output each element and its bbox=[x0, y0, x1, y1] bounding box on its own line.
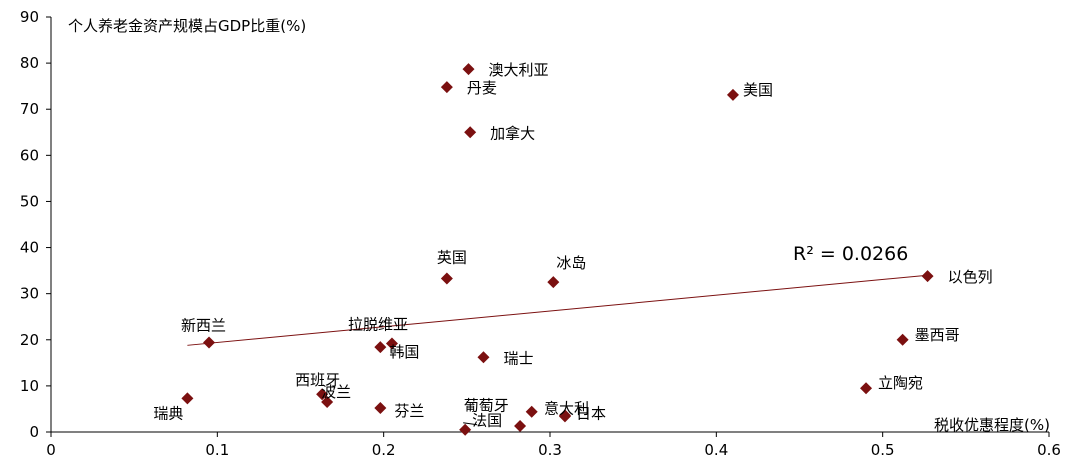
data-point-diamond bbox=[203, 336, 216, 349]
data-point-diamond bbox=[385, 337, 398, 350]
x-tick-label: 0.6 bbox=[1037, 441, 1061, 459]
point-label: 法国 bbox=[472, 412, 502, 430]
data-point-diamond bbox=[440, 81, 453, 94]
point-label: 韩国 bbox=[389, 343, 419, 361]
point-label: 波兰 bbox=[321, 383, 351, 401]
data-point-diamond bbox=[921, 270, 934, 283]
x-tick-label: 0.1 bbox=[205, 441, 229, 459]
data-point-diamond bbox=[514, 420, 527, 433]
y-tick-label: 20 bbox=[20, 331, 39, 349]
data-point-diamond bbox=[440, 272, 453, 285]
data-point-diamond bbox=[477, 351, 490, 364]
x-tick-label: 0.4 bbox=[704, 441, 728, 459]
y-tick-label: 40 bbox=[20, 239, 39, 257]
point-label: 英国 bbox=[437, 248, 467, 266]
y-tick-label: 70 bbox=[20, 100, 39, 118]
data-point-diamond bbox=[464, 126, 477, 139]
point-label: 新西兰 bbox=[181, 317, 226, 335]
point-label: 西班牙 bbox=[295, 371, 340, 389]
point-label: 立陶宛 bbox=[878, 374, 923, 392]
y-tick-label: 60 bbox=[20, 146, 39, 164]
point-label: 芬兰 bbox=[394, 402, 424, 420]
x-tick-label: 0 bbox=[46, 441, 56, 459]
data-point-diamond bbox=[860, 382, 873, 395]
x-tick-label: 0.5 bbox=[871, 441, 895, 459]
x-tick-label: 0.3 bbox=[538, 441, 562, 459]
trendline-group bbox=[187, 274, 928, 346]
trendline bbox=[187, 274, 928, 346]
data-point-diamond bbox=[726, 88, 739, 101]
y-tick-label: 0 bbox=[29, 423, 39, 441]
point-label: 意大利 bbox=[544, 399, 589, 417]
data-point-diamond bbox=[462, 63, 475, 76]
point-label: 瑞士 bbox=[503, 349, 533, 367]
y-axis-title: 个人养老金资产规模占GDP比重(%) bbox=[68, 17, 306, 35]
data-points bbox=[181, 63, 934, 436]
x-axis-title: 税收优惠程度(%) bbox=[934, 416, 1050, 434]
data-point-diamond bbox=[316, 388, 329, 401]
r-squared-label: R² = 0.0266 bbox=[793, 243, 908, 265]
label-leader-line bbox=[463, 422, 478, 426]
point-label: 拉脱维亚 bbox=[348, 315, 408, 333]
y-tick-label: 50 bbox=[20, 192, 39, 210]
point-label: 葡萄牙 bbox=[464, 397, 509, 415]
point-label: 澳大利亚 bbox=[488, 61, 548, 79]
y-axis: 0 10 20 30 40 50 60 70 80 90 bbox=[20, 8, 52, 441]
y-tick-label: 90 bbox=[20, 8, 39, 26]
y-tick-label: 10 bbox=[20, 377, 39, 395]
data-point-diamond bbox=[525, 405, 538, 418]
data-point-diamond bbox=[374, 341, 387, 354]
data-point-diamond bbox=[374, 402, 387, 415]
data-point-diamond bbox=[321, 396, 334, 409]
data-point-diamond bbox=[459, 423, 472, 436]
point-label: 加拿大 bbox=[490, 124, 535, 142]
data-point-diamond bbox=[558, 410, 571, 423]
point-label: 丹麦 bbox=[467, 79, 497, 97]
point-label: 日本 bbox=[576, 404, 606, 422]
point-label: 美国 bbox=[743, 81, 773, 99]
point-label: 墨西哥 bbox=[915, 326, 960, 344]
data-point-diamond bbox=[547, 276, 560, 289]
data-point-diamond bbox=[896, 333, 909, 346]
x-tick-label: 0.2 bbox=[372, 441, 396, 459]
data-point-diamond bbox=[181, 392, 194, 405]
x-axis: 0 0.1 0.2 0.3 0.4 0.5 0.6 bbox=[46, 431, 1061, 459]
point-label: 瑞典 bbox=[153, 404, 183, 422]
y-tick-label: 80 bbox=[20, 54, 39, 72]
point-label: 冰岛 bbox=[556, 254, 586, 272]
y-tick-label: 30 bbox=[20, 285, 39, 303]
point-label: 以色列 bbox=[948, 268, 993, 286]
